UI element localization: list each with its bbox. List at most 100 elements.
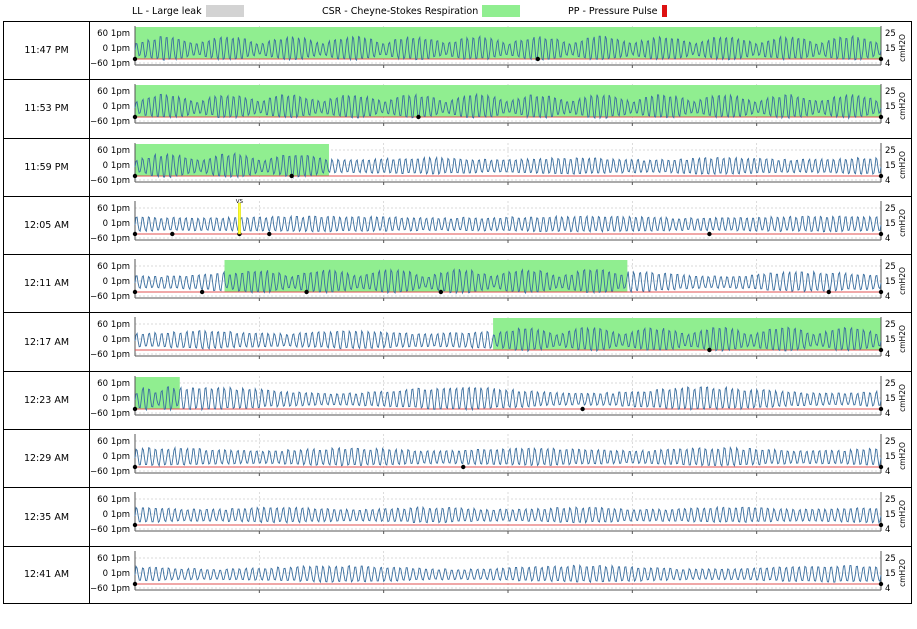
row-time-label: 11:47 PM (4, 22, 90, 80)
event-marker (416, 115, 421, 120)
right-tick-label: 4 (885, 117, 890, 127)
flow-waveform (134, 214, 882, 233)
event-marker (132, 406, 138, 411)
event-marker (461, 464, 466, 470)
left-tick-value: −60 (90, 525, 108, 535)
row-time-label: 11:53 PM (4, 80, 90, 138)
event-marker (304, 289, 309, 295)
left-tick-unit: 1pm (111, 350, 130, 360)
event-marker (132, 581, 138, 586)
event-marker (878, 173, 884, 178)
flow-waveform (134, 92, 882, 121)
left-tick-value: −60 (90, 350, 108, 360)
right-tick-label: 25 (885, 29, 896, 39)
right-tick-label: 4 (885, 234, 890, 244)
left-tick-value: 60 (97, 262, 108, 272)
left-tick-unit: 1pm (111, 394, 130, 404)
left-tick-unit: 1pm (111, 554, 130, 564)
flow-waveform (134, 506, 882, 525)
legend-swatch-csr (482, 5, 521, 17)
chart-row: 11:59 PM 60 1pm 0 1pm −60 1pm 25 15 4 cmH2O (3, 137, 912, 196)
left-tick-value: 60 (97, 320, 108, 330)
left-tick-value: 60 (97, 87, 108, 97)
left-tick-unit: 1pm (111, 176, 130, 186)
left-tick-unit: 1pm (111, 29, 130, 39)
right-tick-label: 4 (885, 584, 890, 594)
left-tick-unit: 1pm (111, 59, 130, 69)
left-tick-value: −60 (90, 467, 108, 477)
row-time-label: 12:11 AM (4, 255, 90, 313)
left-tick-unit: 1pm (111, 219, 130, 229)
row-time-label: 12:35 AM (4, 488, 90, 546)
right-axis-label: cmH2O (898, 384, 907, 412)
event-marker (878, 406, 884, 411)
chart-row: 12:41 AM 60 1pm 0 1pm −60 1pm 25 15 4 cmH2O (3, 545, 912, 604)
left-tick-unit: 1pm (111, 320, 130, 330)
flag-label: VS (236, 199, 244, 205)
right-tick-label: 15 (885, 569, 896, 579)
right-tick-label: 4 (885, 292, 890, 302)
right-tick-label: 25 (885, 146, 896, 156)
event-marker (878, 348, 884, 353)
event-marker (132, 115, 138, 120)
left-tick-value: −60 (90, 117, 108, 127)
right-tick-label: 15 (885, 161, 896, 171)
right-tick-label: 4 (885, 409, 890, 419)
left-tick-unit: 1pm (111, 510, 130, 520)
right-axis-label: cmH2O (898, 267, 907, 295)
right-tick-label: 25 (885, 204, 896, 214)
left-tick-value: 0 (103, 394, 108, 404)
left-tick-unit: 1pm (111, 117, 130, 127)
left-tick-value: 0 (103, 335, 108, 345)
left-tick-value: 60 (97, 437, 108, 447)
legend-label-pressure-pulse: PP - Pressure Pulse (568, 5, 658, 17)
left-tick-value: 0 (103, 219, 108, 229)
flow-waveform (134, 326, 882, 353)
legend-item-pressure-pulse: PP - Pressure Pulse (568, 4, 667, 18)
legend-item-csr: CSR - Cheyne-Stokes Respiration (322, 4, 521, 18)
left-tick-value: 0 (103, 102, 108, 112)
row-time-label: 11:59 PM (4, 138, 90, 196)
row-time-label: 12:05 AM (4, 196, 90, 255)
row-time-label: 12:41 AM (4, 546, 90, 603)
event-marker (132, 231, 138, 237)
flag-marker (238, 202, 241, 235)
right-axis-label: cmH2O (898, 326, 907, 354)
left-tick-value: 0 (103, 277, 108, 287)
left-tick-unit: 1pm (111, 234, 130, 244)
event-marker (826, 289, 831, 295)
left-tick-value: 60 (97, 495, 108, 505)
legend-item-large-leak: LL - Large leak (132, 4, 244, 18)
chart-row: 12:11 AM 60 1pm 0 1pm −60 1pm 25 15 4 cmH2O (3, 254, 912, 313)
event-marker (199, 289, 205, 295)
flow-waveform (134, 446, 882, 468)
chart-rows: 11:47 PM 60 1pm 0 1pm −60 1pm 25 15 4 cmH2O 11:53 P… (3, 21, 912, 604)
right-tick-label: 15 (885, 219, 896, 229)
right-tick-label: 25 (885, 554, 896, 564)
right-tick-label: 15 (885, 452, 896, 462)
left-tick-unit: 1pm (111, 44, 130, 54)
row-time-label: 12:23 AM (4, 371, 90, 430)
event-marker (707, 348, 712, 353)
left-tick-value: −60 (90, 292, 108, 302)
flow-waveform (134, 563, 882, 583)
right-tick-label: 25 (885, 437, 896, 447)
right-tick-label: 4 (885, 467, 890, 477)
right-tick-label: 4 (885, 350, 890, 360)
right-tick-label: 25 (885, 320, 896, 330)
left-tick-unit: 1pm (111, 87, 130, 97)
right-tick-label: 15 (885, 102, 896, 112)
left-tick-unit: 1pm (111, 437, 130, 447)
left-tick-unit: 1pm (111, 146, 130, 156)
left-tick-value: −60 (90, 409, 108, 419)
event-marker (535, 56, 541, 62)
left-tick-unit: 1pm (111, 204, 130, 214)
event-marker (132, 464, 138, 470)
left-tick-unit: 1pm (111, 379, 130, 389)
